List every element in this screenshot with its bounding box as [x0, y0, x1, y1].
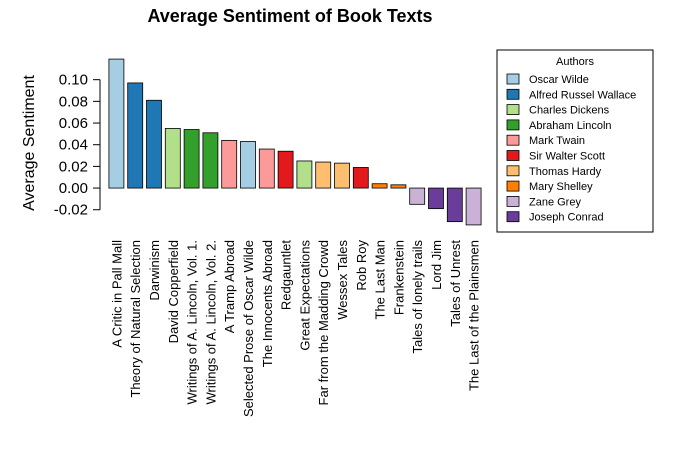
legend-swatch	[506, 195, 520, 207]
x-tick-label: The Last Man	[373, 240, 388, 320]
x-tick-label: The Innocents Abroad	[260, 240, 275, 367]
legend-label: Alfred Russel Wallace	[529, 89, 636, 101]
bar	[202, 132, 219, 189]
x-tick-label: Tales of lonely trails	[410, 240, 425, 354]
x-tick-label: Rob Roy	[354, 240, 369, 291]
x-tick-label: Writings of A. Lincoln, Vol. 2.	[203, 240, 218, 405]
legend-label: Joseph Conrad	[529, 212, 604, 224]
bar	[164, 128, 181, 189]
x-tick-label: Frankenstein	[391, 240, 406, 315]
x-tick-label: Wessex Tales	[335, 240, 350, 320]
x-tick-label: Darwinism	[147, 240, 162, 301]
y-tick-label: 0.10	[59, 72, 88, 89]
bar	[409, 187, 426, 205]
legend-swatch	[506, 104, 520, 115]
y-tick-label: 0.00	[59, 180, 88, 197]
x-tick-label: A Tramp Abroad	[222, 240, 237, 333]
y-tick-label: 0.02	[59, 158, 88, 175]
legend-label: Sir Walter Scott	[529, 151, 605, 163]
legend-swatch	[506, 88, 520, 100]
bar	[428, 187, 444, 210]
bar	[127, 82, 144, 189]
bar	[240, 141, 256, 189]
legend-swatch	[506, 165, 520, 177]
legend-label: Thomas Hardy	[529, 166, 602, 178]
y-axis-label: Average Sentiment	[21, 75, 38, 211]
bar	[258, 148, 275, 189]
y-tick-label: -0.02	[54, 202, 88, 219]
x-tick-label: Writings of A. Lincoln, Vol. 1.	[185, 240, 200, 405]
x-tick-label: Far from the Madding Crowd	[316, 240, 331, 405]
legend-label: Mark Twain	[529, 135, 585, 147]
y-tick-label: 0.08	[59, 93, 88, 110]
legend-swatch	[506, 150, 520, 161]
bar	[315, 161, 332, 189]
legend-swatch	[506, 73, 520, 85]
bar	[334, 162, 350, 189]
bar	[108, 58, 125, 189]
chart-title: Average Sentiment of Book Texts	[147, 6, 432, 26]
legend-label: Zane Grey	[529, 196, 581, 208]
legend-label: Oscar Wilde	[529, 74, 589, 86]
x-tick-label: Theory of Natural Selection	[128, 240, 143, 398]
legend-swatch	[506, 211, 520, 223]
bar	[352, 167, 369, 189]
legend-swatch	[506, 119, 520, 131]
legend-box	[496, 49, 654, 233]
x-tick-label: Tales of Unrest	[448, 240, 463, 327]
bar	[221, 139, 238, 189]
y-tick-label: 0.06	[59, 115, 88, 132]
x-tick-label: Lord Jim	[429, 240, 444, 290]
bar	[371, 183, 388, 189]
legend-label: Abraham Lincoln	[529, 120, 612, 132]
legend-label: Charles Dickens	[529, 105, 610, 117]
bar	[465, 187, 482, 226]
x-tick-label: A Critic in Pall Mall	[109, 240, 124, 348]
legend-label: Mary Shelley	[529, 181, 593, 193]
x-tick-label: Selected Prose of Oscar Wilde	[241, 240, 256, 417]
legend-swatch	[506, 134, 520, 146]
y-tick-label: 0.04	[59, 137, 88, 154]
bar	[390, 184, 407, 189]
x-tick-label: The Last of the Plainsmen	[467, 240, 482, 391]
bar	[296, 160, 313, 189]
legend-swatch	[506, 180, 520, 192]
x-tick-label: David Copperfield	[166, 240, 181, 343]
bar	[183, 129, 200, 189]
legend-title: Authors	[556, 56, 594, 68]
x-tick-label: Redgauntlet	[279, 240, 294, 310]
bar	[446, 187, 463, 223]
bar	[146, 99, 162, 189]
x-tick-label: Great Expectations	[297, 240, 312, 351]
bar	[277, 150, 294, 189]
